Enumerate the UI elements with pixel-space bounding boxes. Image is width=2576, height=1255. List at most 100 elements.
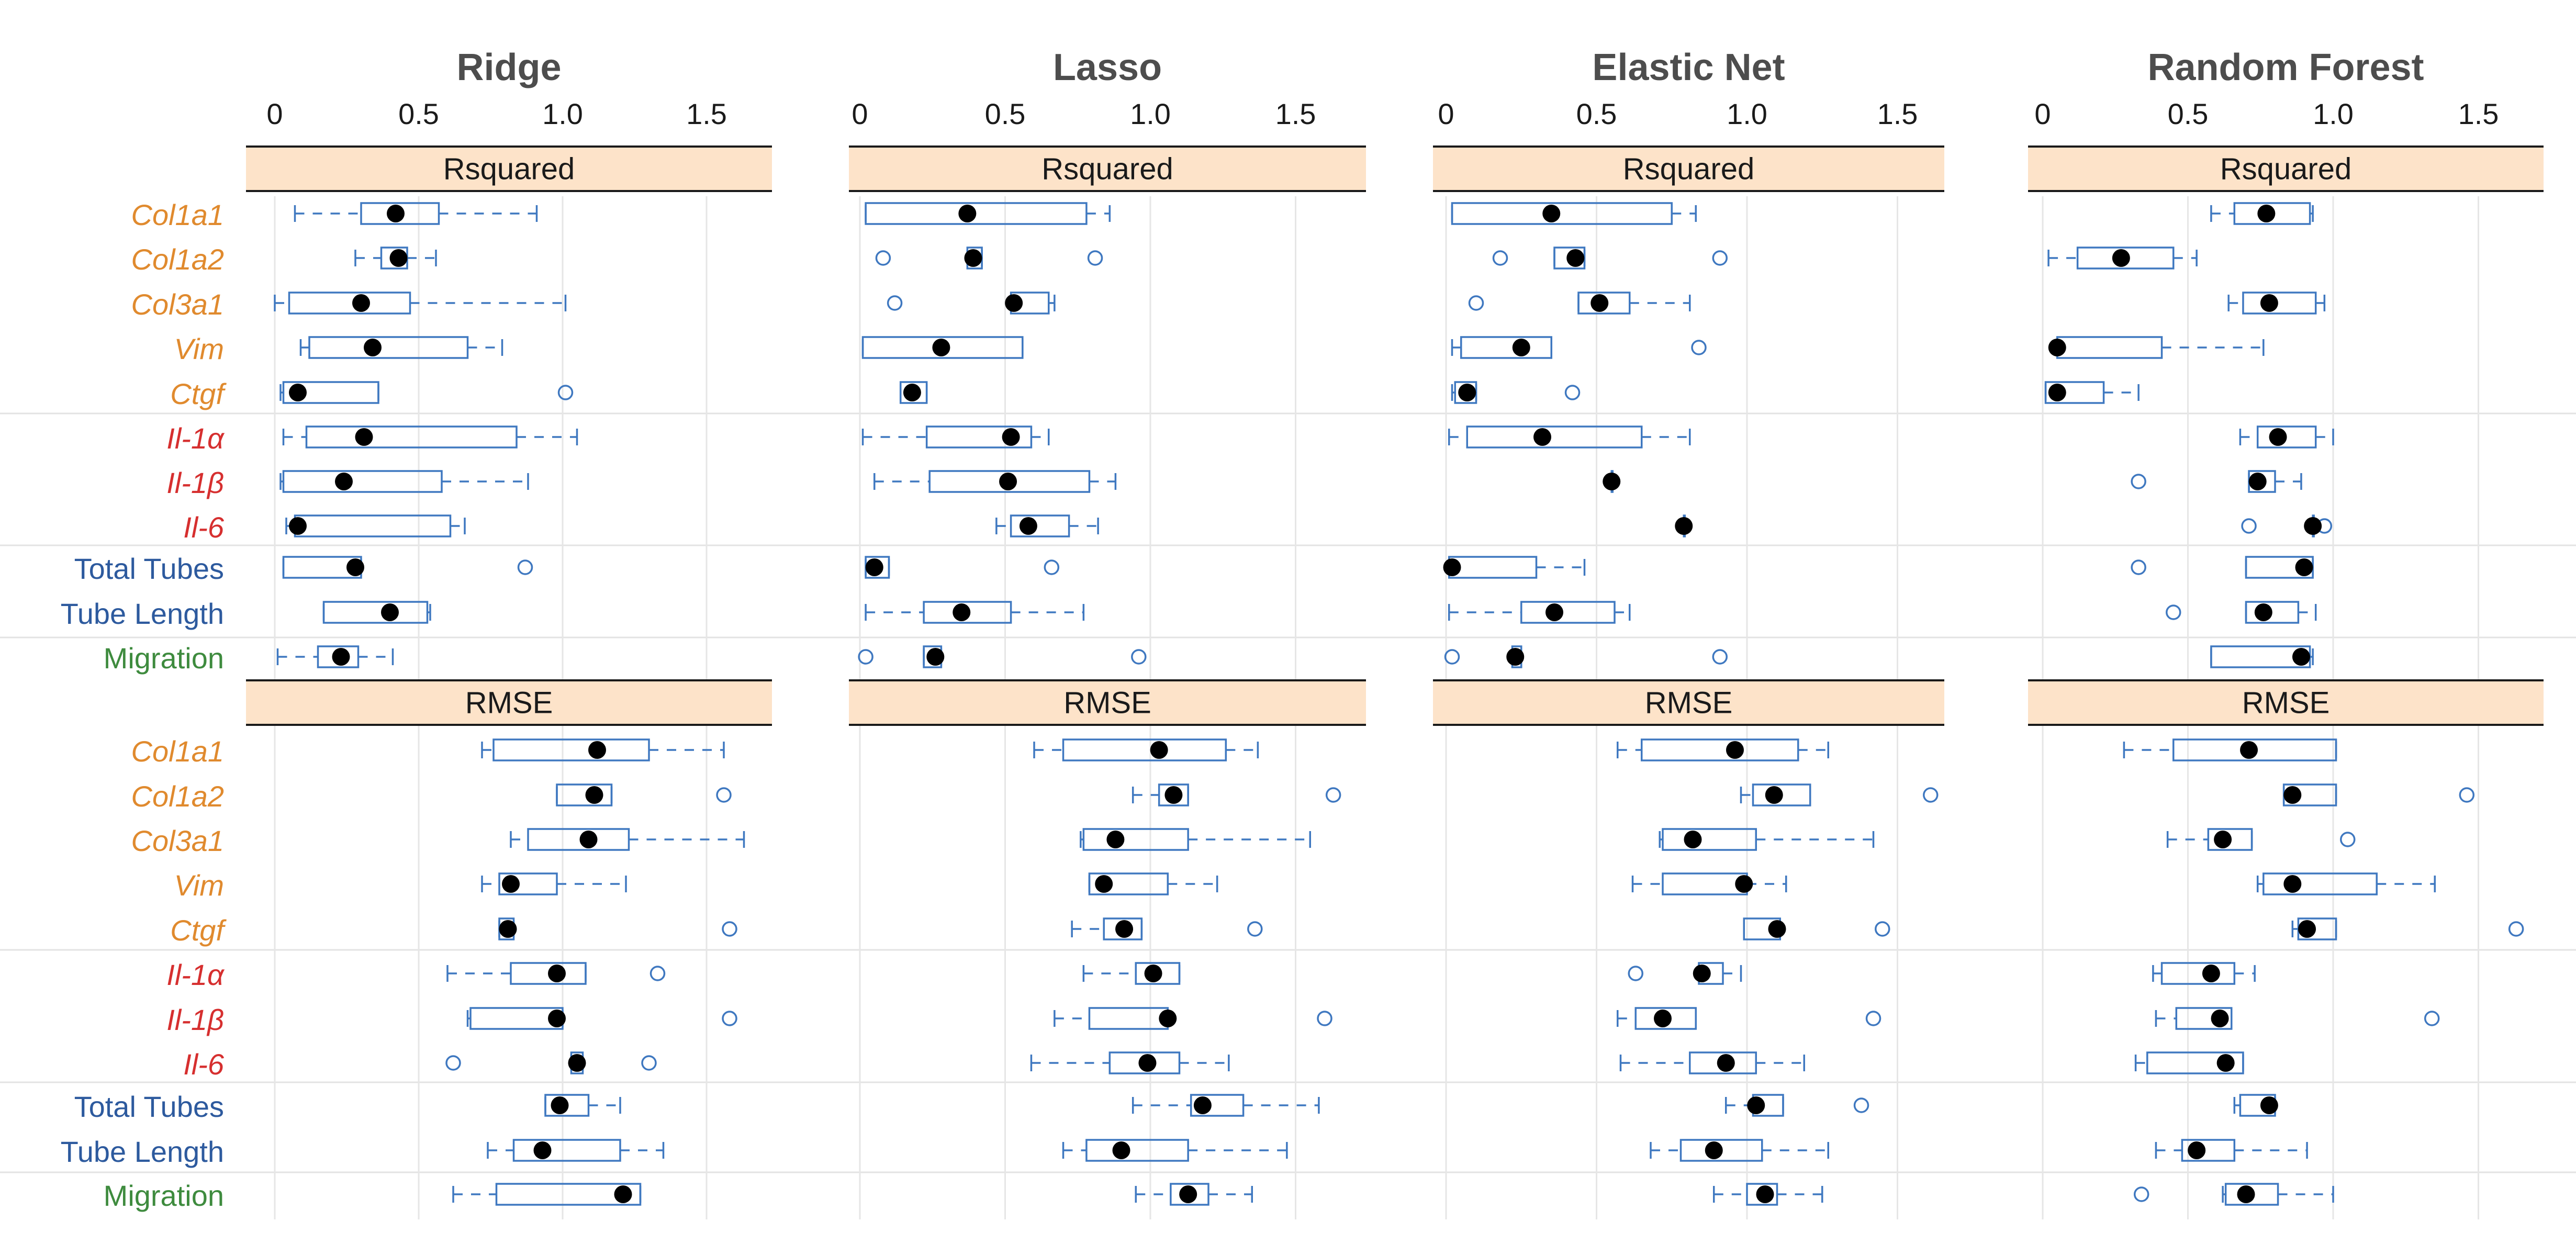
outlier-point	[1564, 385, 1581, 400]
outlier-point	[887, 295, 903, 311]
iqr-box	[1662, 872, 1748, 895]
box-plot	[865, 601, 1085, 624]
box-plot	[294, 202, 538, 225]
iqr-box	[1641, 738, 1799, 761]
mean-point	[1717, 1054, 1735, 1072]
box-plot	[2166, 601, 2317, 624]
mean-point	[1735, 875, 1753, 893]
mean-point	[381, 603, 399, 621]
mean-point	[1005, 294, 1023, 312]
iqr-box	[510, 962, 587, 985]
box-plot	[1617, 1007, 1881, 1030]
mean-point	[568, 1054, 586, 1072]
iqr-box	[1451, 202, 1673, 225]
box-plot	[2282, 783, 2475, 806]
mean-point	[1138, 1054, 1157, 1072]
iqr-box	[925, 425, 1033, 449]
iqr-box	[282, 470, 443, 493]
box-plot	[2133, 1183, 2334, 1206]
iqr-box	[495, 1183, 642, 1206]
box-plot	[1071, 917, 1263, 940]
iqr-box	[308, 336, 469, 359]
box-plot	[466, 1007, 737, 1030]
mean-point	[585, 786, 603, 804]
mean-point	[2188, 1141, 2206, 1159]
box-plot	[1451, 381, 1581, 404]
mean-point	[1106, 831, 1125, 848]
iqr-box	[1088, 1007, 1169, 1030]
outlier-point	[2133, 1186, 2149, 1202]
iqr-box	[1082, 828, 1189, 851]
mean-point	[335, 473, 353, 490]
box-plot	[498, 917, 737, 940]
outlier-point	[875, 250, 891, 266]
mean-point	[1533, 428, 1551, 446]
box-plot	[1030, 1051, 1230, 1074]
outlier-point	[1875, 921, 1890, 937]
mean-point	[346, 558, 364, 576]
outlier-point	[1712, 250, 1728, 266]
mean-point	[389, 249, 408, 267]
strip-label: Rsquared	[1041, 152, 1173, 186]
mean-point	[614, 1185, 632, 1203]
iqr-box	[282, 381, 379, 404]
outlier-point	[858, 649, 873, 665]
mean-point	[2048, 384, 2066, 401]
mean-point	[2211, 1010, 2229, 1027]
iqr-box	[1085, 1139, 1189, 1162]
box-plot	[995, 514, 1099, 537]
row-label: Migration	[104, 1179, 224, 1212]
box-plot	[2131, 556, 2314, 579]
box-plot	[1650, 1139, 1829, 1162]
outlier-point	[1131, 649, 1147, 665]
x-tick-label: 1.5	[2458, 97, 2499, 130]
mean-point	[332, 648, 350, 666]
strip-background	[2028, 680, 2544, 725]
mean-point	[1768, 920, 1786, 938]
box-plot	[861, 425, 1050, 449]
box-plot	[2210, 202, 2314, 225]
iqr-box	[2263, 872, 2378, 895]
outlier-point	[2340, 832, 2356, 847]
mean-point	[355, 428, 373, 446]
box-plot	[279, 381, 574, 404]
mean-point	[999, 473, 1017, 490]
iqr-box	[1460, 336, 1552, 359]
box-plot	[1135, 1183, 1253, 1206]
mean-point	[1002, 428, 1020, 446]
row-label: Il-1α	[166, 958, 225, 991]
iqr-box	[899, 381, 928, 404]
outlier-point	[1712, 649, 1728, 665]
box-plot	[1619, 1051, 1805, 1074]
iqr-box	[928, 470, 1091, 493]
iqr-box	[1662, 828, 1757, 851]
outlier-point	[1087, 250, 1103, 266]
strip-background	[849, 147, 1366, 191]
outlier-point	[649, 966, 666, 981]
mean-point	[2298, 920, 2316, 938]
iqr-box	[1108, 1051, 1181, 1074]
mean-point	[2283, 786, 2302, 804]
box-plot	[2131, 470, 2302, 493]
mean-point	[2112, 249, 2130, 267]
strip-label: RMSE	[1645, 686, 1733, 720]
row-label: Vim	[174, 332, 224, 365]
box-plot	[1062, 1139, 1288, 1162]
mean-point	[1164, 786, 1183, 804]
row-label: Ctgf	[170, 377, 227, 410]
outlier-point	[1691, 340, 1707, 355]
row-label: Il-6	[183, 511, 225, 544]
row-label: Col3a1	[131, 288, 224, 321]
iqr-box	[1577, 292, 1631, 315]
mean-point	[2260, 1096, 2278, 1114]
panel-ridge: Ridge 0 0.5 1.0 1.5 Rsquared RMSE	[246, 47, 772, 1219]
box-plot	[299, 336, 503, 359]
mean-point	[2248, 473, 2267, 490]
mean-point	[932, 339, 950, 356]
strip-label: RMSE	[2242, 686, 2330, 720]
mean-point	[1684, 831, 1702, 848]
x-tick-label: 0	[2034, 97, 2051, 130]
mean-point	[1603, 473, 1621, 490]
row-label: Ctgf	[170, 914, 227, 947]
